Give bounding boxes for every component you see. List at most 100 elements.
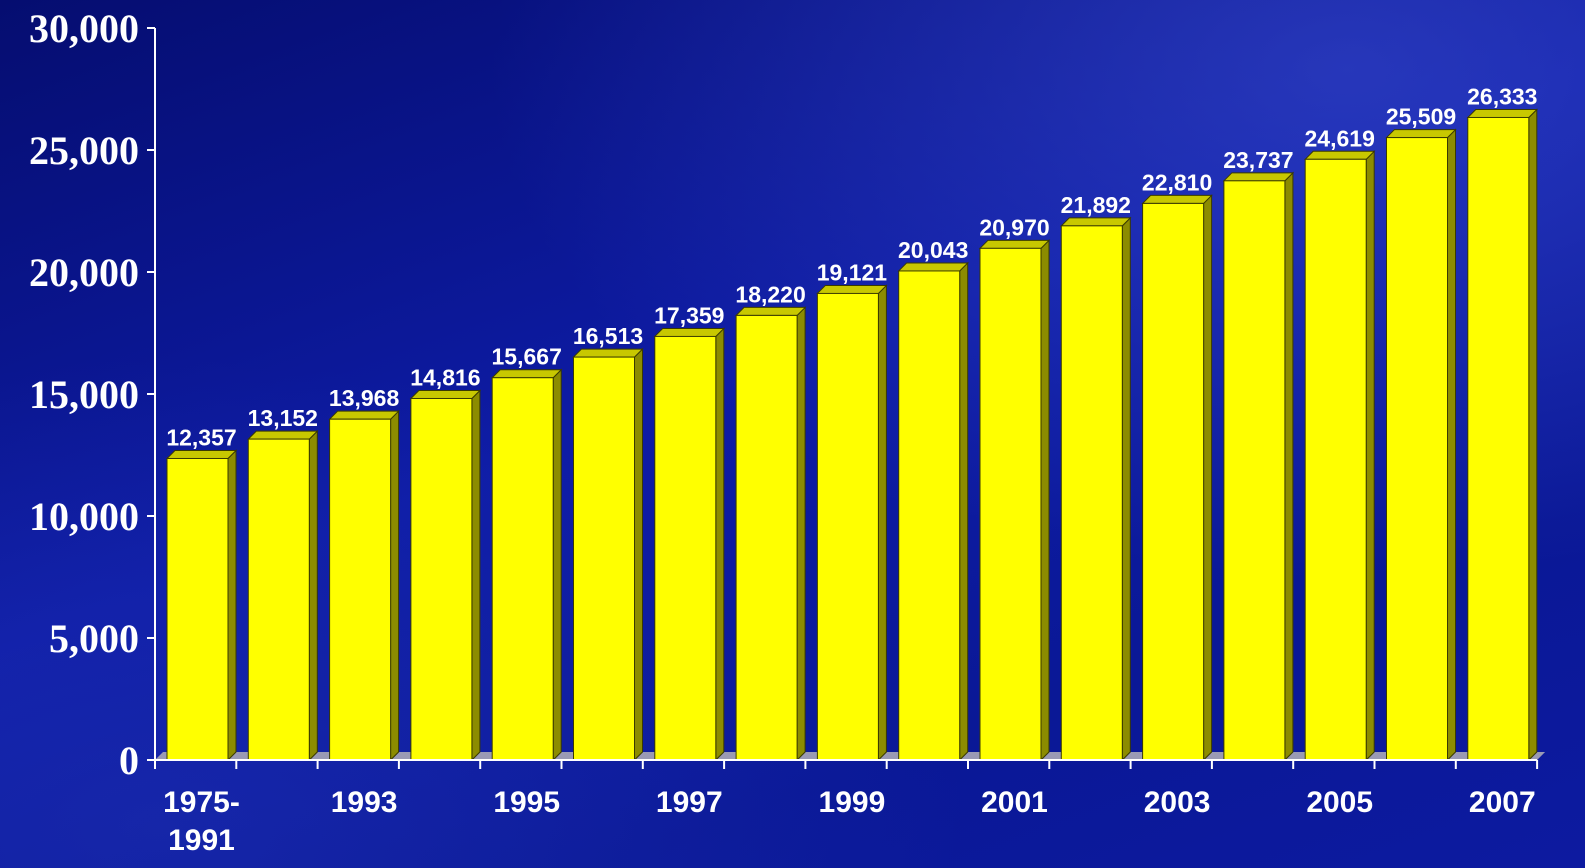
bar-front xyxy=(1060,225,1123,761)
bar-front xyxy=(1223,180,1286,761)
data-label: 24,619 xyxy=(1305,125,1375,151)
bar-side xyxy=(552,368,562,762)
data-label: 25,509 xyxy=(1386,104,1456,130)
bar xyxy=(247,429,319,762)
bar-side xyxy=(390,409,400,762)
bar-side xyxy=(877,284,887,762)
bar-top xyxy=(409,389,482,399)
bar-top xyxy=(490,369,563,379)
bar-top xyxy=(1385,129,1457,139)
bar-top xyxy=(978,239,1051,249)
bar-front xyxy=(1386,137,1448,761)
bar-side xyxy=(308,429,318,762)
bar-side xyxy=(959,261,969,762)
bar xyxy=(1385,128,1457,762)
data-label: 15,667 xyxy=(492,344,562,370)
bar-side xyxy=(1528,108,1538,762)
data-label: 16,513 xyxy=(573,323,643,349)
x-tick-label: 2001 xyxy=(981,786,1048,819)
data-label: 12,357 xyxy=(166,424,236,450)
bar-front xyxy=(816,292,879,761)
x-tick-label: 2005 xyxy=(1306,786,1373,819)
bar-front xyxy=(654,335,717,761)
bar xyxy=(572,347,644,762)
bar-side xyxy=(227,449,237,762)
x-tick-label: 2003 xyxy=(1144,786,1211,819)
data-label: 22,810 xyxy=(1142,169,1212,195)
bar-top xyxy=(247,430,319,440)
bar xyxy=(653,327,726,762)
bar-top xyxy=(1466,108,1539,118)
bar-front xyxy=(491,377,554,761)
bar xyxy=(1303,150,1376,762)
bar-top xyxy=(897,262,969,272)
data-label: 13,152 xyxy=(248,405,318,431)
axes: 0 5,000 10,000 15,000 20,000 25,000 30,000 1975… xyxy=(29,6,1539,857)
bar-side xyxy=(1365,150,1375,762)
bar xyxy=(978,239,1051,762)
bar-front xyxy=(1142,202,1205,761)
bar xyxy=(1222,171,1295,762)
bar-top xyxy=(328,410,400,420)
bar-side xyxy=(634,347,643,762)
bar-front xyxy=(410,397,473,761)
bar-front xyxy=(735,314,798,761)
bar-front xyxy=(329,418,392,761)
bar-front xyxy=(1467,116,1530,761)
data-label: 21,892 xyxy=(1061,192,1131,218)
data-label: 20,043 xyxy=(898,237,968,263)
x-tick-label: 1993 xyxy=(331,786,398,819)
data-label: 26,333 xyxy=(1467,83,1537,109)
bar-front xyxy=(166,457,229,761)
bar-side xyxy=(1121,216,1131,762)
data-label: 17,359 xyxy=(654,302,724,328)
bar xyxy=(1466,108,1539,762)
bar-front xyxy=(1304,158,1367,761)
bar-front xyxy=(898,270,961,761)
y-tick-label: 5,000 xyxy=(49,616,139,661)
bar-top xyxy=(653,327,726,337)
x-tick-label: 1975-1991 xyxy=(163,786,240,857)
bar-side xyxy=(1040,239,1050,762)
bar xyxy=(1060,216,1132,762)
bar-top xyxy=(1303,150,1376,160)
data-label: 14,816 xyxy=(410,364,480,390)
bar-top xyxy=(816,284,888,294)
y-tick-label: 0 xyxy=(119,738,139,783)
bar xyxy=(897,261,969,762)
y-tick-label: 30,000 xyxy=(29,6,139,51)
bar-side xyxy=(796,306,806,762)
bar xyxy=(328,409,400,762)
bar xyxy=(1141,194,1213,762)
data-labels: 12,357 13,152 13,968 14,816 15,667 16,513 17,3… xyxy=(166,83,1537,450)
bars xyxy=(155,108,1546,762)
data-label: 18,220 xyxy=(735,281,805,307)
data-label: 19,121 xyxy=(817,259,888,285)
bar-top xyxy=(165,449,238,459)
x-tick-label: 2007 xyxy=(1469,786,1536,819)
bar-front xyxy=(247,438,310,761)
bar-side xyxy=(471,389,481,762)
data-label: 23,737 xyxy=(1223,147,1293,173)
bar xyxy=(490,368,563,762)
bar xyxy=(734,306,807,762)
x-tick-label: 1997 xyxy=(656,786,723,819)
data-label: 13,968 xyxy=(329,385,400,411)
x-tick-label: 1999 xyxy=(819,786,886,819)
bar xyxy=(816,284,888,762)
y-tick-label: 10,000 xyxy=(29,494,139,539)
bar xyxy=(165,449,238,762)
y-tick-label: 15,000 xyxy=(29,372,139,417)
data-label: 20,970 xyxy=(979,214,1049,240)
bar-top xyxy=(1222,172,1295,182)
bar-side xyxy=(1284,171,1294,762)
bar-side xyxy=(1447,128,1456,762)
bar-side xyxy=(715,327,725,762)
bar-top xyxy=(572,348,644,358)
y-tick-label: 20,000 xyxy=(29,250,139,295)
bar-front xyxy=(979,247,1042,761)
bar-top xyxy=(1060,217,1132,227)
bar-top xyxy=(1141,194,1213,204)
